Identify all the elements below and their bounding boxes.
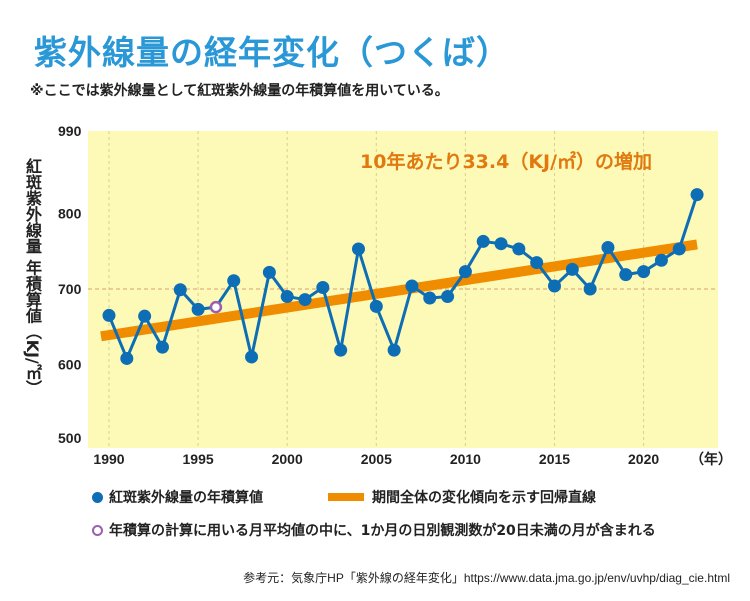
data-point — [672, 242, 686, 256]
y-axis-label: 紅斑紫外線量 年積算値（KJ/㎡） — [23, 158, 42, 396]
y-tick-label: 990 — [58, 123, 82, 139]
data-point — [441, 290, 455, 304]
data-point — [512, 242, 526, 256]
x-tick-label: 2020 — [628, 451, 659, 467]
open-circle-icon — [92, 524, 103, 536]
data-point — [138, 309, 152, 323]
data-point — [690, 188, 704, 202]
x-tick-label: 1990 — [93, 451, 124, 467]
data-point — [334, 343, 348, 357]
data-point — [280, 290, 294, 304]
data-point-incomplete — [209, 300, 223, 314]
data-point — [227, 274, 241, 288]
y-tick-label: 800 — [58, 206, 82, 222]
data-point — [530, 256, 544, 270]
data-points — [102, 188, 704, 365]
data-point — [191, 302, 205, 316]
data-point — [476, 234, 490, 248]
data-point — [369, 299, 383, 313]
legend-label: 紅斑紫外線量の年積算値 — [109, 490, 263, 506]
x-tick-label: 2015 — [539, 451, 570, 467]
orange-bar-icon — [328, 493, 364, 501]
x-tick-label: 2005 — [361, 451, 392, 467]
data-point — [262, 265, 276, 279]
y-tick-label: 600 — [58, 357, 82, 373]
legend-label: 期間全体の変化傾向を示す回帰直線 — [372, 490, 596, 506]
data-point — [583, 282, 597, 296]
y-tick-label: 500 — [58, 430, 82, 446]
data-point — [155, 340, 169, 354]
legend-item-incomplete: 年積算の計算に用いる月平均値の中に、1か月の日別観測数が20日未満の月が含まれる — [92, 520, 656, 540]
series-line — [107, 194, 699, 363]
trend-line — [100, 239, 698, 342]
data-point — [654, 253, 668, 267]
data-point — [316, 280, 330, 294]
data-point — [423, 291, 437, 305]
data-point — [120, 351, 134, 365]
data-point — [245, 350, 259, 364]
data-point — [298, 293, 312, 307]
data-point — [351, 242, 365, 256]
data-point — [601, 240, 615, 254]
data-point — [173, 283, 187, 297]
data-point — [565, 262, 579, 276]
data-point — [458, 265, 472, 279]
data-point — [548, 279, 561, 293]
data-point — [637, 265, 651, 279]
filled-circle-icon — [92, 491, 103, 503]
legend-label: 年積算の計算に用いる月平均値の中に、1か月の日別観測数が20日未満の月が含まれる — [109, 523, 656, 539]
x-axis-unit: （年） — [690, 451, 732, 467]
x-axis-ticks: 1990 1995 2000 2005 2010 2015 2020 — [93, 451, 659, 467]
trend-annotation: 10年あたり33.4（KJ/㎡）の増加 — [360, 150, 652, 173]
data-point — [619, 268, 633, 282]
x-tick-label: 2010 — [450, 451, 481, 467]
x-tick-label: 1995 — [183, 451, 214, 467]
legend-item-trend: 期間全体の変化傾向を示す回帰直線 — [328, 487, 596, 507]
data-point — [405, 279, 419, 293]
x-tick-label: 2000 — [272, 451, 303, 467]
page-note: ※ここでは紫外線量として紅斑紫外線量の年積算値を用いている。 — [30, 83, 449, 99]
data-point — [494, 237, 508, 251]
y-axis-ticks: 990 800 700 600 500 — [58, 123, 82, 446]
legend-item-series: 紅斑紫外線量の年積算値 — [92, 487, 263, 507]
source-citation: 参考元：気象庁HP「紫外線の経年変化」https://www.data.jma.… — [243, 571, 730, 585]
page-title: 紫外線量の経年変化（つくば） — [34, 33, 510, 72]
y-tick-label: 700 — [58, 281, 82, 297]
data-point — [102, 308, 116, 322]
data-point — [387, 343, 401, 357]
